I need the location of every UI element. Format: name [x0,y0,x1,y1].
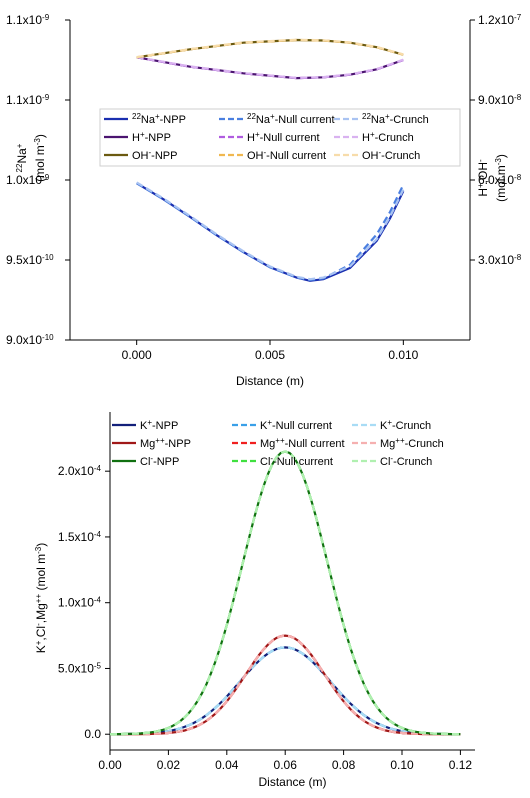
svg-text:K+,Cl-,Mg++ (mol m-3): K+,Cl-,Mg++ (mol m-3) [34,543,49,654]
bottom-y-axis-label: K+,Cl-,Mg++ (mol m-3) [34,543,49,654]
bottom-series-mg-npp [110,634,461,736]
bottom-legend-label-cl-crunch: Cl--Crunch [380,454,432,469]
top-y-right-tick-label: 9.0x10-8 [478,93,522,108]
bottom-legend-label-mg-null-current: Mg++-Null current [260,436,345,451]
bottom-legend-label-k-npp: K+-NPP [140,418,178,433]
top-legend-label-oh-crunch: OH--Crunch [362,148,420,163]
bottom-legend-label-k-null-current: K+-Null current [260,418,332,433]
top-legend-label-22na-crunch: 22Na+-Crunch [362,112,429,127]
bottom-series-cl-null-current [109,450,461,736]
bottom-series-cl-npp [109,450,461,736]
top-y-left-tick-label: 1.1x10-9 [6,13,50,28]
top-series-22na-crunch [136,181,405,281]
bottom-series-k-npp [109,646,461,736]
bottom-x-tick-label: 0.06 [274,758,298,772]
bottom-x-axis-label: Distance (m) [258,775,326,789]
bottom-x-tick-label: 0.08 [332,758,356,772]
bottom-x-tick-label: 0.10 [390,758,414,772]
top-legend-label-h-crunch: H+-Crunch [362,130,414,145]
top-series-oh-npp [136,38,404,59]
bottom-series-k-crunch [109,646,461,736]
svg-text:22Na+: 22Na+ [15,143,30,172]
top-y-right-tick-label: 3.0x10-8 [478,253,522,268]
top-legend-label-22na-null-current: 22Na+-Null current [247,112,335,127]
top-x-tick-label: 0.010 [388,348,418,362]
bottom-y-tick-label: 2.0x10-4 [58,464,102,479]
top-y-right-tick-label: 1.2x10-7 [478,13,522,28]
top-series-22na-npp [136,182,405,282]
svg-text:H+,OH-: H+,OH- [476,159,491,197]
bottom-x-tick-label: 0.00 [98,758,122,772]
top-x-tick-label: 0.005 [255,348,285,362]
top-series-oh-null-current [136,38,404,59]
bottom-legend-label-cl-npp: Cl--NPP [140,454,179,469]
top-legend-label-oh-npp: OH--NPP [132,148,177,163]
top-y-left-tick-label: 9.0x10-10 [6,333,54,348]
bottom-series-mg-null-current [110,634,461,736]
top-legend-label-h-null-current: H+-Null current [247,130,320,145]
chart-bottom: 0.00 0.02 0.04 0.06 0.08 0.10 0.12 0.0 5.0x10-5 1… [34,412,475,789]
bottom-legend-label-mg-npp: Mg++-NPP [140,436,191,451]
svg-text:(mol m-3): (mol m-3) [33,134,48,182]
bottom-series-mg-crunch [110,634,461,736]
bottom-series-k-null-current [109,646,461,736]
chart-top: 0.000 0.005 0.010 9.0x10-10 9.5x10-10 1.0x10-… [6,13,522,389]
top-series-oh-crunch [136,38,404,59]
top-y-left-axis-label: 22Na+ (mol m-3) [15,134,48,182]
bottom-legend-label-cl-null-current: Cl--Null current [260,454,333,469]
top-y-right-tick-label: 6.0x10-8 [478,173,522,188]
top-series-h-crunch [136,56,404,80]
svg-text:(mol m-3): (mol m-3) [494,154,509,202]
bottom-legend-label-k-crunch: K+-Crunch [380,418,431,433]
bottom-y-tick-label: 5.0x10-5 [58,661,102,676]
top-legend-label-h-npp: H+-NPP [132,130,171,145]
top-x-tick-label: 0.000 [122,348,152,362]
top-legend-label-oh-null-current: OH--Null current [247,148,326,163]
top-legend-box [99,108,461,167]
top-y-left-tick-label: 9.5x10-10 [6,253,54,268]
top-x-axis-label: Distance (m) [236,374,304,388]
top-legend-label-22na-npp: 22Na+-NPP [132,112,186,127]
bottom-y-tick-label: 1.0x10-4 [58,595,102,610]
bottom-y-tick-label: 1.5x10-4 [58,529,102,544]
bottom-x-tick-label: 0.12 [449,758,473,772]
top-y-left-tick-label: 1.0x10-9 [6,173,50,188]
top-y-left-tick-label: 1.1x10-9 [6,93,50,108]
bottom-x-tick-label: 0.02 [157,758,181,772]
bottom-y-tick-label: 0.0 [84,727,101,741]
bottom-legend-label-mg-crunch: Mg++-Crunch [380,436,444,451]
bottom-series-cl-crunch [109,450,461,736]
top-y-right-axis-label: H+,OH-(mol m-3) [476,154,509,202]
bottom-x-tick-label: 0.04 [215,758,239,772]
